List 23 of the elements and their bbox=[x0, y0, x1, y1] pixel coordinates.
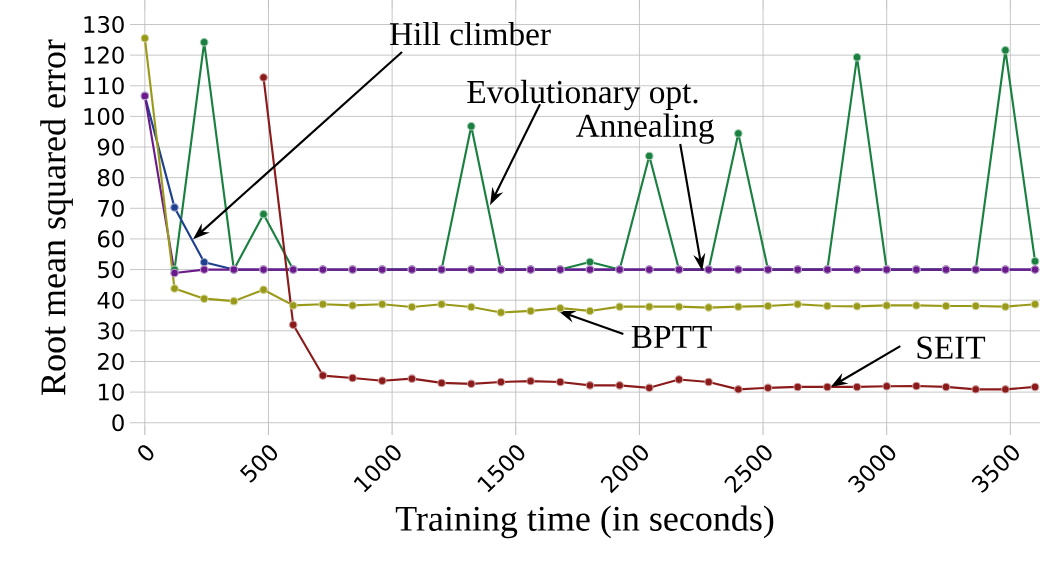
x-axis-title: Training time (in seconds) bbox=[395, 505, 774, 539]
y-tick-label: 20 bbox=[98, 352, 124, 371]
y-tick-label: 50 bbox=[98, 260, 124, 279]
y-tick-label: 90 bbox=[97, 138, 124, 156]
x-tick-label: 500 bbox=[239, 445, 278, 483]
y-axis-title: Root mean squared error bbox=[40, 39, 73, 395]
series-label: SEIT bbox=[917, 336, 986, 359]
y-tick-label: 0 bbox=[112, 414, 124, 432]
x-tick-label: 0 bbox=[138, 445, 154, 461]
y-tick-label: 120 bbox=[84, 46, 124, 64]
y-tick-label: 100 bbox=[84, 107, 124, 125]
y-tick-label: 70 bbox=[98, 199, 124, 217]
y-tick-label: 80 bbox=[98, 169, 124, 187]
series-label: BPTT bbox=[631, 326, 712, 348]
y-tick-label: 130 bbox=[84, 15, 124, 34]
y-tick-label: 10 bbox=[98, 383, 124, 401]
series-label: Evolutionary opt. bbox=[467, 79, 698, 111]
y-tick-label: 30 bbox=[98, 322, 124, 340]
y-tick-label: 40 bbox=[97, 291, 124, 309]
y-tick-label: 110 bbox=[84, 77, 124, 95]
text: Annealing bbox=[576, 113, 714, 144]
y-tick-label: 60 bbox=[98, 230, 124, 248]
text: Hill climber bbox=[389, 21, 551, 46]
